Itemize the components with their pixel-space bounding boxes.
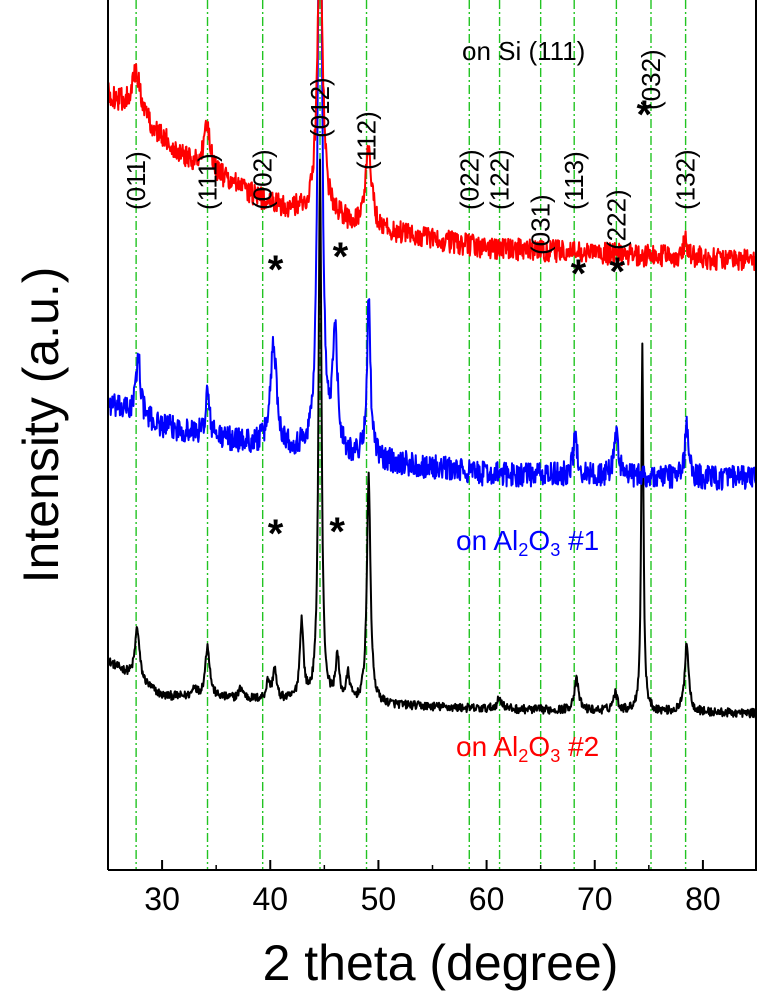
series-label: on Al2O3 #2 [456,731,599,766]
series-line [107,158,757,719]
series-line [107,0,757,272]
x-tick-label: 60 [469,881,505,917]
series-label: on Al2O3 #1 [456,525,599,560]
series-label: on Si (111) [462,36,585,66]
substrate-peak-mark: * [329,510,345,554]
substrate-peak-mark: * [571,252,587,296]
series-labels: on Si (111) on Al2O3 #1 on Al2O3 #2 [456,36,599,766]
series-line [107,0,757,491]
x-tick-label: 80 [685,881,721,917]
series-traces [107,0,757,719]
substrate-peak-mark: * [333,235,349,279]
reference-line-label: (222) [601,189,631,250]
x-axis-label: 2 theta (degree) [263,935,619,991]
substrate-peak-mark: * [268,512,284,556]
reference-line-label: (111) [193,153,223,210]
reference-line-label: (031) [526,194,556,255]
substrate-peak-mark: * [268,248,284,292]
substrate-peak-mark: * [610,250,626,294]
y-axis-label: Intensity (a.u.) [13,267,69,584]
reference-line-label: (112) [352,111,382,170]
reference-line-label: (022) [454,149,484,210]
x-tick-label: 40 [252,881,288,917]
x-tick-label: 30 [144,881,180,917]
x-tick-label: 50 [361,881,397,917]
substrate-peak-mark: * [637,93,653,137]
reference-lines [135,0,687,870]
x-ticks: 30 40 50 60 70 80 [107,860,757,917]
reference-line-label: (002) [248,149,278,210]
reference-line-label: (012) [305,77,335,138]
reference-line-label: (113) [559,151,589,210]
reference-labels: (011) (111) (002) (012) (112) (022) (122) (031)… [121,49,700,255]
x-tick-label: 70 [577,881,613,917]
reference-line-label: (011) [121,151,151,210]
reference-line-label: (122) [485,149,515,210]
substrate-marks: * * * * * * * [268,93,653,556]
reference-line-label: (132) [671,149,701,210]
reference-line-label: (032) [636,49,666,110]
